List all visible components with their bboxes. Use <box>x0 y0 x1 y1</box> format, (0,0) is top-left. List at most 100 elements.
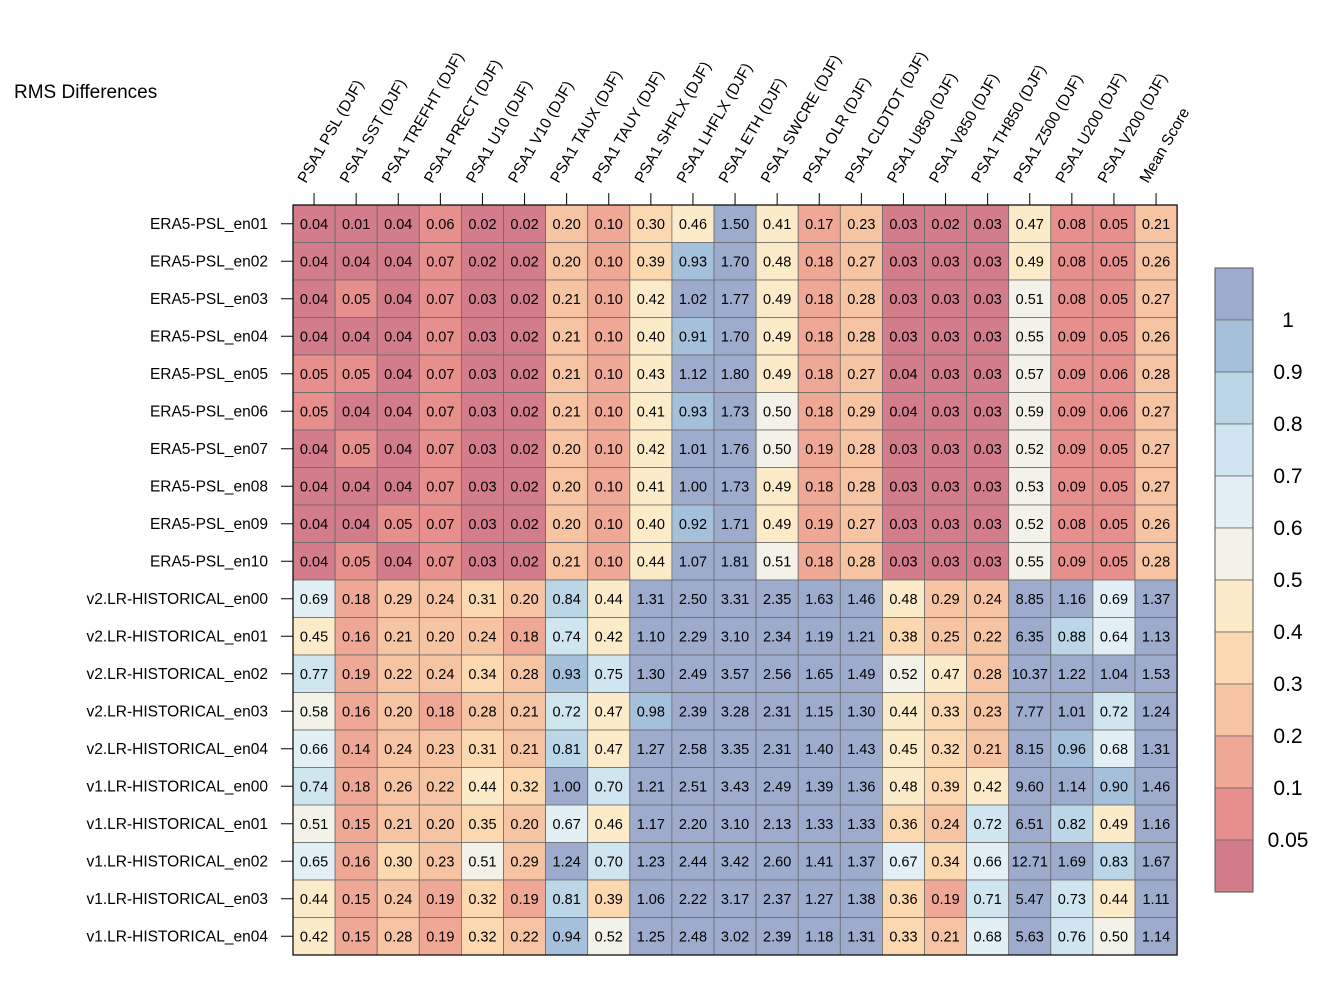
cell-value-label: 2.34 <box>763 629 791 645</box>
cell-value-label: 1.41 <box>805 854 833 870</box>
legend-swatch <box>1214 579 1254 633</box>
heatmap-cell <box>797 242 841 281</box>
heatmap-cell <box>418 504 462 543</box>
cell-value-label: 5.47 <box>1016 892 1044 908</box>
cell-value-label: 0.10 <box>595 329 623 345</box>
cell-value-label: 0.49 <box>1016 254 1044 270</box>
heatmap-cell <box>1092 692 1136 731</box>
heatmap-cell <box>671 354 715 393</box>
heatmap-cell <box>966 692 1010 731</box>
cell-value-label: 0.04 <box>300 254 328 270</box>
heatmap-cell <box>1092 879 1136 918</box>
heatmap-cell <box>1050 467 1094 506</box>
cell-value-label: 0.02 <box>510 517 538 533</box>
heatmap-cell <box>334 392 378 431</box>
heatmap-cell <box>587 504 631 543</box>
cell-value-label: 0.42 <box>974 779 1002 795</box>
heatmap-cell <box>545 242 589 281</box>
cell-value-label: 0.49 <box>1100 817 1128 833</box>
row-label: v2.LR-HISTORICAL_en00 <box>87 591 269 608</box>
heatmap-cell <box>671 692 715 731</box>
cell-value-label: 0.03 <box>974 329 1002 345</box>
cell-value-label: 0.03 <box>468 442 496 458</box>
cell-value-label: 0.01 <box>342 217 370 233</box>
cell-value-label: 0.16 <box>342 704 370 720</box>
cell-value-label: 0.94 <box>553 929 581 945</box>
cell-value-label: 0.43 <box>637 367 665 383</box>
cell-value-label: 1.17 <box>637 817 665 833</box>
cell-value-label: 0.09 <box>1058 367 1086 383</box>
cell-value-label: 0.04 <box>384 479 412 495</box>
cell-value-label: 1.65 <box>805 667 833 683</box>
cell-value-label: 0.74 <box>553 629 581 645</box>
cell-value-label: 1.21 <box>637 779 665 795</box>
heatmap-cell <box>587 279 631 318</box>
heatmap-cell <box>334 279 378 318</box>
cell-value-label: 2.39 <box>679 704 707 720</box>
cell-value-label: 1.01 <box>1058 704 1086 720</box>
row-label: v2.LR-HISTORICAL_en01 <box>87 628 269 645</box>
cell-value-label: 0.44 <box>595 592 623 608</box>
heatmap-cell <box>1008 729 1052 768</box>
heatmap-cell <box>1008 429 1052 468</box>
cell-value-label: 0.03 <box>931 404 959 420</box>
heatmap-cell <box>460 842 504 881</box>
cell-value-label: 0.21 <box>553 554 581 570</box>
cell-value-label: 0.22 <box>510 929 538 945</box>
cell-value-label: 1.46 <box>1142 779 1170 795</box>
heatmap-cell <box>1134 804 1178 843</box>
cell-value-label: 0.19 <box>805 517 833 533</box>
cell-value-label: 10.37 <box>1012 667 1048 683</box>
legend-label: 0.7 <box>1273 465 1302 488</box>
row-label: ERA5-PSL_en03 <box>150 291 268 308</box>
cell-value-label: 0.07 <box>426 329 454 345</box>
cell-value-label: 0.21 <box>553 292 581 308</box>
cell-value-label: 0.81 <box>553 892 581 908</box>
heatmap-cell <box>460 804 504 843</box>
cell-value-label: 0.72 <box>1100 704 1128 720</box>
cell-value-label: 2.20 <box>679 817 707 833</box>
heatmap-cell <box>334 542 378 581</box>
heatmap-cell <box>797 692 841 731</box>
cell-value-label: 0.14 <box>342 742 370 758</box>
cell-value-label: 0.31 <box>468 742 496 758</box>
cell-value-label: 0.21 <box>931 929 959 945</box>
cell-value-label: 0.49 <box>763 367 791 383</box>
heatmap-cell <box>587 392 631 431</box>
cell-value-label: 0.04 <box>300 292 328 308</box>
cell-value-label: 0.83 <box>1100 854 1128 870</box>
heatmap-cell <box>629 504 673 543</box>
cell-value-label: 0.45 <box>300 629 328 645</box>
heatmap-cell <box>755 204 799 243</box>
cell-value-label: 0.03 <box>974 442 1002 458</box>
cell-value-label: 0.41 <box>637 479 665 495</box>
cell-value-label: 0.77 <box>300 667 328 683</box>
heatmap-cell <box>376 542 420 581</box>
heatmap-cell <box>1050 354 1094 393</box>
cell-value-label: 3.02 <box>721 929 749 945</box>
cell-value-label: 0.19 <box>426 892 454 908</box>
cell-value-label: 3.31 <box>721 592 749 608</box>
cell-value-label: 1.22 <box>1058 667 1086 683</box>
cell-value-label: 0.05 <box>342 554 370 570</box>
cell-value-label: 1.07 <box>679 554 707 570</box>
cell-value-label: 0.30 <box>384 854 412 870</box>
heatmap-cell <box>1134 542 1178 581</box>
cell-value-label: 0.08 <box>1058 254 1086 270</box>
cell-value-label: 0.10 <box>595 292 623 308</box>
heatmap-cell <box>334 879 378 918</box>
cell-value-label: 1.06 <box>637 892 665 908</box>
heatmap-cell <box>629 804 673 843</box>
cell-value-label: 1.49 <box>847 667 875 683</box>
cell-value-label: 0.02 <box>510 217 538 233</box>
cell-value-label: 0.04 <box>342 517 370 533</box>
cell-value-label: 0.39 <box>637 254 665 270</box>
heatmap-cell <box>292 917 336 956</box>
cell-value-label: 0.24 <box>468 629 496 645</box>
cell-value-label: 0.45 <box>889 742 917 758</box>
legend-label: 0.2 <box>1273 725 1302 748</box>
heatmap-cell <box>334 467 378 506</box>
heatmap-cell <box>924 654 967 693</box>
legend-label: 0.6 <box>1273 517 1302 540</box>
cell-value-label: 0.74 <box>300 779 328 795</box>
